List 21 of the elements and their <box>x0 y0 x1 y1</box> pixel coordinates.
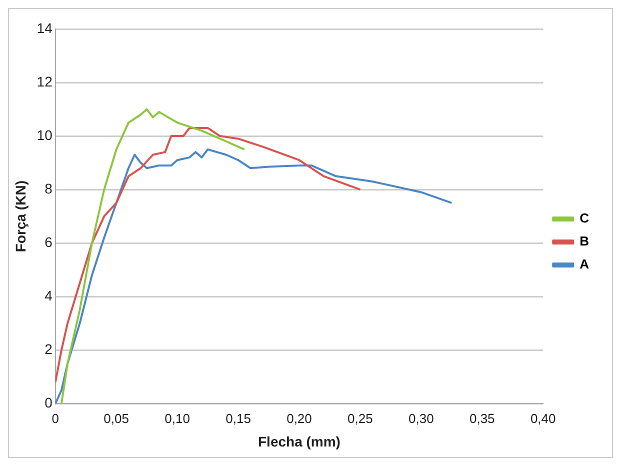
x-tick-label: 0,05 <box>104 410 129 426</box>
y-tick-label: 4 <box>44 287 53 304</box>
legend-label: B <box>580 234 589 249</box>
x-tick-label: 0,10 <box>164 410 190 426</box>
x-axis-title: Flecha (mm) <box>258 433 340 450</box>
y-tick-label: 0 <box>44 394 53 410</box>
y-tick-label: 12 <box>36 73 53 90</box>
y-tick-label: 2 <box>44 340 53 357</box>
x-tick-label: 0,15 <box>226 410 251 426</box>
y-tick-label: 10 <box>36 126 53 143</box>
y-axis-title: Força (KN) <box>12 180 28 252</box>
y-tick-label: 8 <box>44 180 53 196</box>
x-tick-label: 0,30 <box>408 410 434 426</box>
x-tick-label: 0,20 <box>286 410 312 426</box>
x-tick-label: 0,25 <box>348 410 373 426</box>
legend-label: C <box>580 210 590 226</box>
x-tick-label: 0,35 <box>469 410 495 426</box>
y-tick-label: 14 <box>36 20 53 36</box>
legend-label: A <box>580 256 590 272</box>
y-tick-label: 6 <box>44 234 53 250</box>
x-tick-label: 0,40 <box>530 410 556 426</box>
